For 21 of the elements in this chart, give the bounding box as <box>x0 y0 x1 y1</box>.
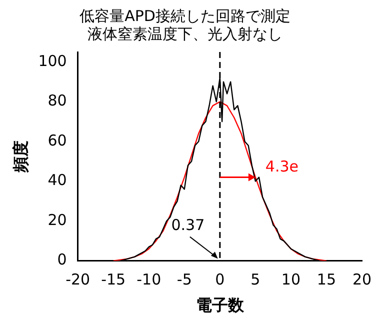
text: 液体窒素温度下、光入射なし <box>88 24 282 43</box>
x-tick-label: -10 <box>136 270 162 289</box>
y-axis-title: 頻度 <box>10 140 30 174</box>
y-tick-label: 20 <box>48 210 67 229</box>
x-tick-label: 15 <box>316 270 336 289</box>
y-tick-label: 40 <box>48 171 67 190</box>
x-tick-label: 20 <box>352 270 372 289</box>
x-tick-label: -5 <box>176 270 192 289</box>
x-tick-label: 0 <box>215 270 225 289</box>
y-tick-label: 100 <box>38 52 67 70</box>
x-tick-label: -20 <box>66 270 90 289</box>
annotation: 0.37 <box>171 216 205 234</box>
y-tick-label: 80 <box>48 92 67 110</box>
x-tick-label: 10 <box>281 270 301 289</box>
annotation: 4.3e <box>265 158 299 176</box>
y-tick-label: 0 <box>57 250 67 269</box>
text: 低容量APD接続した回路で測定 <box>80 6 290 25</box>
x-tick-label: -15 <box>101 270 126 289</box>
x-axis-title: 電子数 <box>196 296 245 315</box>
x-tick-label: 5 <box>250 270 260 289</box>
y-tick-label: 60 <box>48 131 67 150</box>
